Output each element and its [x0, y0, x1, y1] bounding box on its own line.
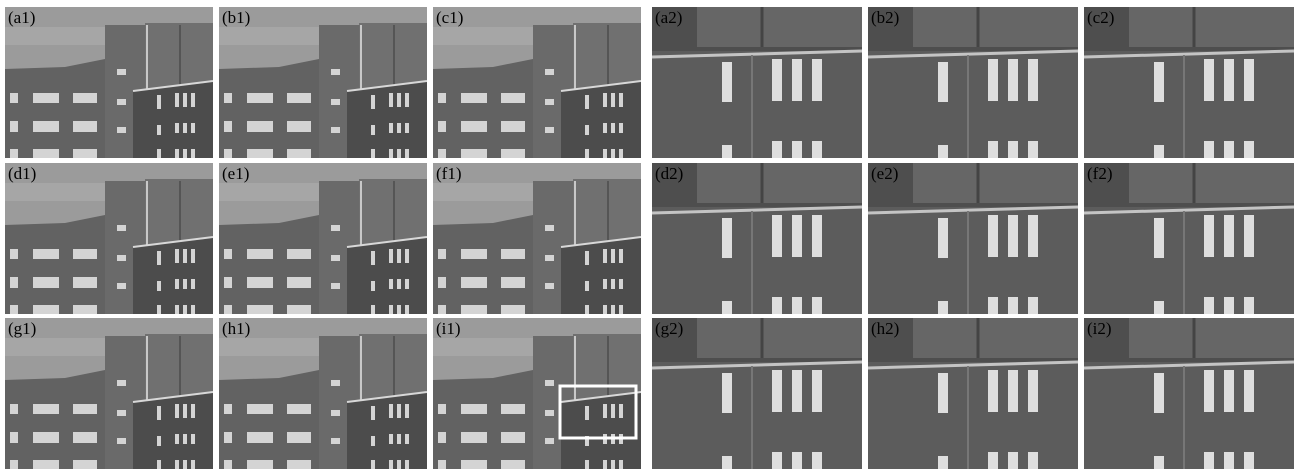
panel-label: (i2): [1087, 319, 1112, 338]
panel-image: [5, 7, 213, 158]
panel-label: (c2): [1087, 8, 1114, 27]
panel-image: [868, 163, 1078, 314]
panel-image: [652, 318, 862, 469]
panel-label: (b2): [871, 8, 899, 27]
image-panel: (f1): [433, 163, 641, 314]
panel-image: [868, 318, 1078, 469]
panel-label: (e1): [222, 164, 249, 183]
panel-label: (b1): [222, 8, 250, 27]
panel-image: [219, 163, 427, 314]
image-panel: (i1): [433, 318, 641, 469]
panel-image: [1084, 163, 1294, 314]
panel-image: [433, 7, 641, 158]
image-panel: (c1): [433, 7, 641, 158]
panel-label: (d2): [655, 164, 683, 183]
image-panel: (d2): [652, 163, 862, 314]
image-panel: (a1): [5, 7, 213, 158]
panel-image: [1084, 318, 1294, 469]
image-panel: (g1): [5, 318, 213, 469]
image-panel: (b2): [868, 7, 1078, 158]
panel-label: (a1): [8, 8, 35, 27]
panel-image: [5, 163, 213, 314]
panel-image: [433, 163, 641, 314]
image-panel: (f2): [1084, 163, 1294, 314]
panel-image: [652, 163, 862, 314]
panel-label: (i1): [436, 319, 461, 338]
image-panel: (i2): [1084, 318, 1294, 469]
image-panel: (h1): [219, 318, 427, 469]
panel-label: (d1): [8, 164, 36, 183]
panel-image: [219, 7, 427, 158]
panel-label: (f1): [436, 164, 461, 183]
panel-image: [433, 318, 641, 469]
panel-image: [219, 318, 427, 469]
panel-image: [868, 7, 1078, 158]
panel-label: (a2): [655, 8, 682, 27]
panel-label: (c1): [436, 8, 463, 27]
panel-label: (h1): [222, 319, 250, 338]
image-panel: (b1): [219, 7, 427, 158]
panel-label: (h2): [871, 319, 899, 338]
figure: (a1) (b1) (c1) (d1) (e1) (f1) (g1) (h1) (i1) (a2)…: [0, 0, 1299, 471]
image-panel: (d1): [5, 163, 213, 314]
panel-label: (g1): [8, 319, 36, 338]
panel-image: [5, 318, 213, 469]
image-panel: (g2): [652, 318, 862, 469]
panel-label: (e2): [871, 164, 898, 183]
image-panel: (e2): [868, 163, 1078, 314]
panel-image: [1084, 7, 1294, 158]
image-panel: (e1): [219, 163, 427, 314]
image-panel: (h2): [868, 318, 1078, 469]
image-panel: (a2): [652, 7, 862, 158]
panel-image: [652, 7, 862, 158]
panel-label: (f2): [1087, 164, 1112, 183]
panel-label: (g2): [655, 319, 683, 338]
image-panel: (c2): [1084, 7, 1294, 158]
